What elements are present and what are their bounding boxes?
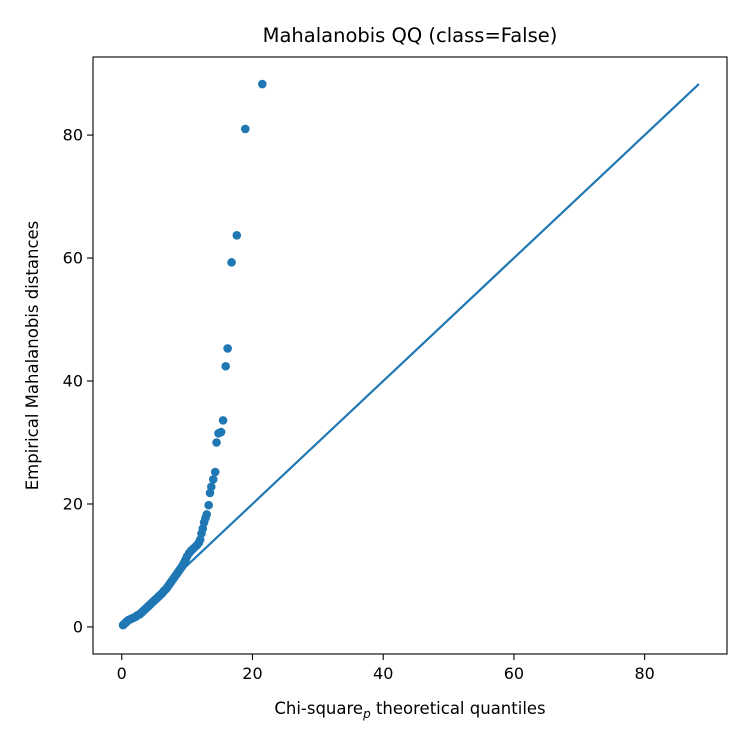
data-point <box>208 475 218 484</box>
data-point <box>232 231 242 240</box>
y-tick-label: 60 <box>63 249 83 268</box>
y-axis-label: Empirical Mahalanobis distances <box>23 221 42 491</box>
data-point <box>212 438 221 447</box>
x-tick-label: 40 <box>373 664 393 683</box>
x-axis-label-tail: theoretical quantiles <box>371 699 546 718</box>
plot-frame <box>92 56 728 655</box>
x-axis-label-main: Chi-square <box>274 699 363 718</box>
x-axis: 0 20 40 60 80 <box>117 654 655 683</box>
data-point <box>207 482 216 492</box>
data-point <box>240 124 250 134</box>
data-point <box>202 510 212 519</box>
x-tick-label: 60 <box>504 664 524 683</box>
x-tick-label: 0 <box>117 664 127 683</box>
data-point <box>223 344 232 353</box>
x-tick-label: 20 <box>242 664 262 683</box>
chart-title: Mahalanobis QQ (class=False) <box>263 24 558 47</box>
data-point <box>216 427 226 437</box>
y-tick-label: 20 <box>63 494 83 513</box>
x-tick-label: 80 <box>634 664 654 683</box>
data-point <box>218 416 228 425</box>
data-point <box>227 258 236 267</box>
y-tick-label: 80 <box>63 126 83 145</box>
y-tick-label: 40 <box>63 372 83 391</box>
x-axis-label-subscript: p <box>362 707 371 721</box>
plot-area <box>118 79 700 630</box>
data-point <box>257 79 267 89</box>
data-point <box>221 361 230 371</box>
data-point <box>210 467 220 477</box>
y-tick-label: 0 <box>73 617 83 636</box>
data-point <box>204 500 213 510</box>
y-axis: 0 20 40 60 80 <box>63 126 93 636</box>
x-axis-label: Chi-squarep theoretical quantiles <box>274 699 545 721</box>
reference-line <box>121 83 700 628</box>
